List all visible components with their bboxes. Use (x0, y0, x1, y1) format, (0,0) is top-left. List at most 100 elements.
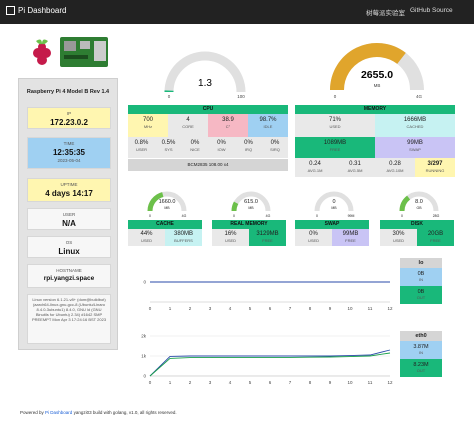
net-lo-out: 0B OUT (400, 286, 442, 304)
mini-gauge-min: 0 (401, 214, 403, 218)
cpu-model: BCM2835 108.00 x4 (128, 159, 288, 171)
disk-panel: DISK 30% USED 20GB FREE (380, 220, 454, 246)
x-tick-label: 0 (149, 306, 152, 311)
mini-gauge-max: 99M (348, 214, 355, 218)
footer-link[interactable]: Pi Dashboard (45, 410, 73, 415)
running-processes: 3/297 RUNNING (415, 158, 455, 177)
cpu-idle: 98.7% IDLE (248, 114, 288, 137)
panel-free: 20GB FREE (417, 229, 454, 246)
cpu-irq: 0% IRQ (235, 137, 262, 158)
time-value: 12:35:35 (52, 148, 86, 157)
navbar: Pi Dashboard 树莓派实验室 GitHub Source (0, 0, 474, 24)
memory-panel: MEMORY 71% USED 1666MB CACHED 1089MB FREE 9… (295, 105, 455, 177)
cpu-gauge-track (164, 51, 246, 93)
ip-value: 172.23.0.2 (50, 118, 88, 127)
mini-gauge-unit: GB (416, 206, 422, 210)
x-tick-label: 5 (249, 306, 252, 311)
net-eth0-out: 8.23M OUT (400, 359, 442, 377)
memory-gauge: 2655.0 MB 0 4G (330, 43, 424, 99)
net-lo-name: lo (400, 258, 442, 268)
raspberry-pi-logo (33, 37, 108, 67)
series-line-1 (149, 352, 391, 377)
y-tick-label: 1k (141, 354, 147, 359)
cpu-temp: 38.9 C° (208, 114, 248, 137)
cpu-gauge-min: 0 (168, 94, 171, 99)
net-lo-in: 0B IN (400, 268, 442, 286)
net-eth0-card: eth0 3.87M IN 8.23M OUT (400, 331, 442, 377)
x-tick-label: 0 (149, 380, 152, 385)
date-value: 2023-05-04 (57, 158, 81, 163)
user-box: USER N/A (27, 208, 111, 230)
mini-gauge-max: 28G (433, 214, 440, 218)
uptime-box: UPTIME 4 days 14:17 (27, 178, 111, 202)
hostname-value: rpi.yangzi.space (43, 275, 95, 282)
raspberry-icon (33, 39, 51, 65)
user-value: N/A (62, 219, 76, 228)
series-line-0 (149, 349, 391, 377)
x-tick-label: 8 (309, 306, 312, 311)
x-tick-label: 2 (189, 306, 192, 311)
x-tick-label: 7 (289, 306, 292, 311)
mini-gauge-unit: MB (331, 206, 337, 210)
os-box: OS Linux (27, 236, 111, 258)
mini-gauge-track (314, 191, 354, 212)
panel-used: 30% USED (380, 229, 417, 246)
load-avg-5m: 0.31 AVG.5M (335, 158, 375, 177)
kernel-version: Linux version 6.1.21-v8+ (dom@buildbot) … (27, 294, 111, 344)
mini-gauge-real-memory: 615.0MB 0 4G (231, 191, 271, 218)
memory-gauge-min: 0 (334, 94, 337, 99)
mini-gauge-value: 615.0 (244, 199, 258, 205)
memory-panel-title: MEMORY (295, 105, 455, 114)
panel-used: 16% USED (212, 229, 249, 246)
memory-gauge-value: 2655.0 (361, 69, 393, 81)
x-tick-label: 11 (368, 306, 373, 311)
nav-link-lab[interactable]: 树莓派实验室 (366, 10, 405, 17)
device-info-card: Raspberry Pi 4 Model B Rev 1.4 IP 172.23… (18, 78, 118, 350)
mini-gauge-value: 8.0 (415, 199, 423, 205)
memory-gauge-fill (330, 43, 406, 91)
load-avg-1m: 0.24 AVG.1M (295, 158, 335, 177)
x-tick-label: 9 (329, 306, 332, 311)
x-tick-label: 9 (329, 380, 332, 385)
brand-label: Pi Dashboard (18, 6, 67, 15)
brand-link[interactable]: Pi Dashboard (6, 6, 66, 15)
mem-swap: 99MB SWAP (375, 137, 455, 158)
y-tick-label: 0 (143, 374, 146, 379)
x-tick-label: 10 (347, 306, 353, 311)
nav-link-github[interactable]: GitHub Source (410, 7, 453, 14)
cpu-user: 0.8% USER (128, 137, 155, 158)
x-tick-label: 4 (229, 306, 232, 311)
x-tick-label: 1 (169, 380, 172, 385)
panel-title: DISK (380, 220, 454, 229)
y-tick-label: 2k (141, 334, 147, 339)
y-tick-label: 0 (143, 280, 146, 285)
panel-used: 44% USED (128, 229, 165, 246)
x-tick-label: 7 (289, 380, 292, 385)
load-avg-10m: 0.28 AVG.10M (375, 158, 415, 177)
panel-title: REAL MEMORY (212, 220, 286, 229)
device-model: Raspberry Pi 4 Model B Rev 1.4 (26, 89, 110, 95)
mem-used: 71% USED (295, 114, 375, 137)
mini-gauge-value: 1660.0 (159, 199, 176, 205)
mini-gauge-disk: 8.0GB 0 28G (399, 191, 440, 218)
cpu-sys: 0.5% SYS (155, 137, 182, 158)
x-tick-label: 10 (347, 380, 353, 385)
x-tick-label: 12 (387, 380, 393, 385)
swap-panel: SWAP 0% USED 99MB FREE (295, 220, 369, 246)
cache-panel: CACHE 44% USED 380MB BUFFERS (128, 220, 202, 246)
ip-box: IP 172.23.0.2 (27, 107, 111, 129)
mini-gauge-fill (231, 201, 239, 212)
mini-gauge-min: 0 (149, 214, 151, 218)
mini-gauge-min: 0 (316, 214, 318, 218)
hostname-box: HOSTNAME rpi.yangzi.space (27, 264, 111, 288)
cpu-panel-title: CPU (128, 105, 288, 114)
pi-board-icon (60, 37, 108, 67)
mem-free: 1089MB FREE (295, 137, 375, 158)
memory-gauge-unit: MB (374, 83, 381, 88)
cpu-gauge-max: 100 (237, 94, 245, 99)
real-memory-panel: REAL MEMORY 16% USED 3129MB FREE (212, 220, 286, 246)
net-eth0-name: eth0 (400, 331, 442, 341)
x-tick-label: 4 (229, 380, 232, 385)
mini-gauge-value: 0 (332, 199, 335, 205)
